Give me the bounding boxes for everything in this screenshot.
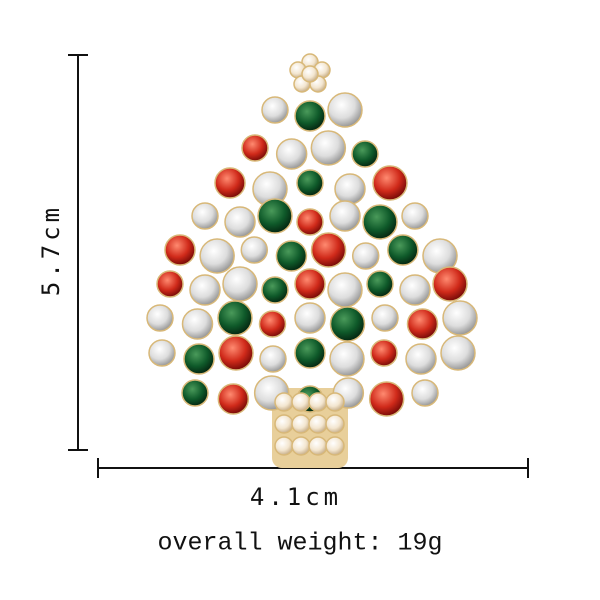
gem [189,274,221,306]
weight-label: overall weight: 19g [157,529,442,558]
gem [291,436,311,456]
gem [258,310,287,338]
gem [387,234,419,266]
gem [274,436,294,456]
gem [308,414,328,434]
gem [218,335,254,371]
gem [191,202,219,230]
gem [399,274,431,306]
gem [224,206,256,238]
gem [296,169,324,197]
gem [325,392,345,412]
gem [183,343,215,375]
gem [405,343,437,375]
gem [334,173,366,205]
gem [442,300,478,336]
gem [401,202,429,230]
gem [371,304,399,332]
gem [411,379,439,407]
gem [351,242,380,270]
gem [199,238,235,274]
gem [308,392,328,412]
gem [257,198,293,234]
gem [294,302,326,334]
gem [261,276,289,304]
gem [156,270,184,298]
height-label: 5.7cm [37,204,65,296]
gem [222,266,258,302]
gem [291,392,311,412]
gem [259,345,287,373]
gem [274,392,294,412]
gem [148,339,176,367]
gem [294,337,326,369]
gem [329,306,366,342]
gem [310,232,347,268]
gem [329,341,365,377]
gem [327,272,363,308]
gem [432,266,468,302]
gem [214,167,246,199]
gem [241,134,269,162]
gem [294,100,326,132]
gem [274,414,294,434]
brooch [146,53,478,468]
gem [261,96,289,124]
gem [294,268,326,300]
gem [327,92,363,128]
gem [217,383,250,415]
gem [372,165,408,201]
width-label: 4.1cm [250,483,342,511]
gem [217,300,253,336]
gem [301,65,319,83]
gem [325,436,345,456]
gem [362,204,398,240]
gem [275,138,308,170]
gem [329,200,361,232]
gem [368,381,405,417]
gem [366,270,394,298]
gem [308,436,328,456]
gem [146,304,174,332]
gem [164,234,196,266]
gem [275,240,308,272]
gem [351,140,379,168]
gem [291,414,311,434]
gem [325,414,345,434]
gem [310,130,347,166]
gem [406,308,439,340]
gem [240,236,269,264]
gem [440,335,476,371]
gem [181,379,209,407]
gem [181,308,214,340]
gem [296,208,324,236]
gem [370,339,398,367]
